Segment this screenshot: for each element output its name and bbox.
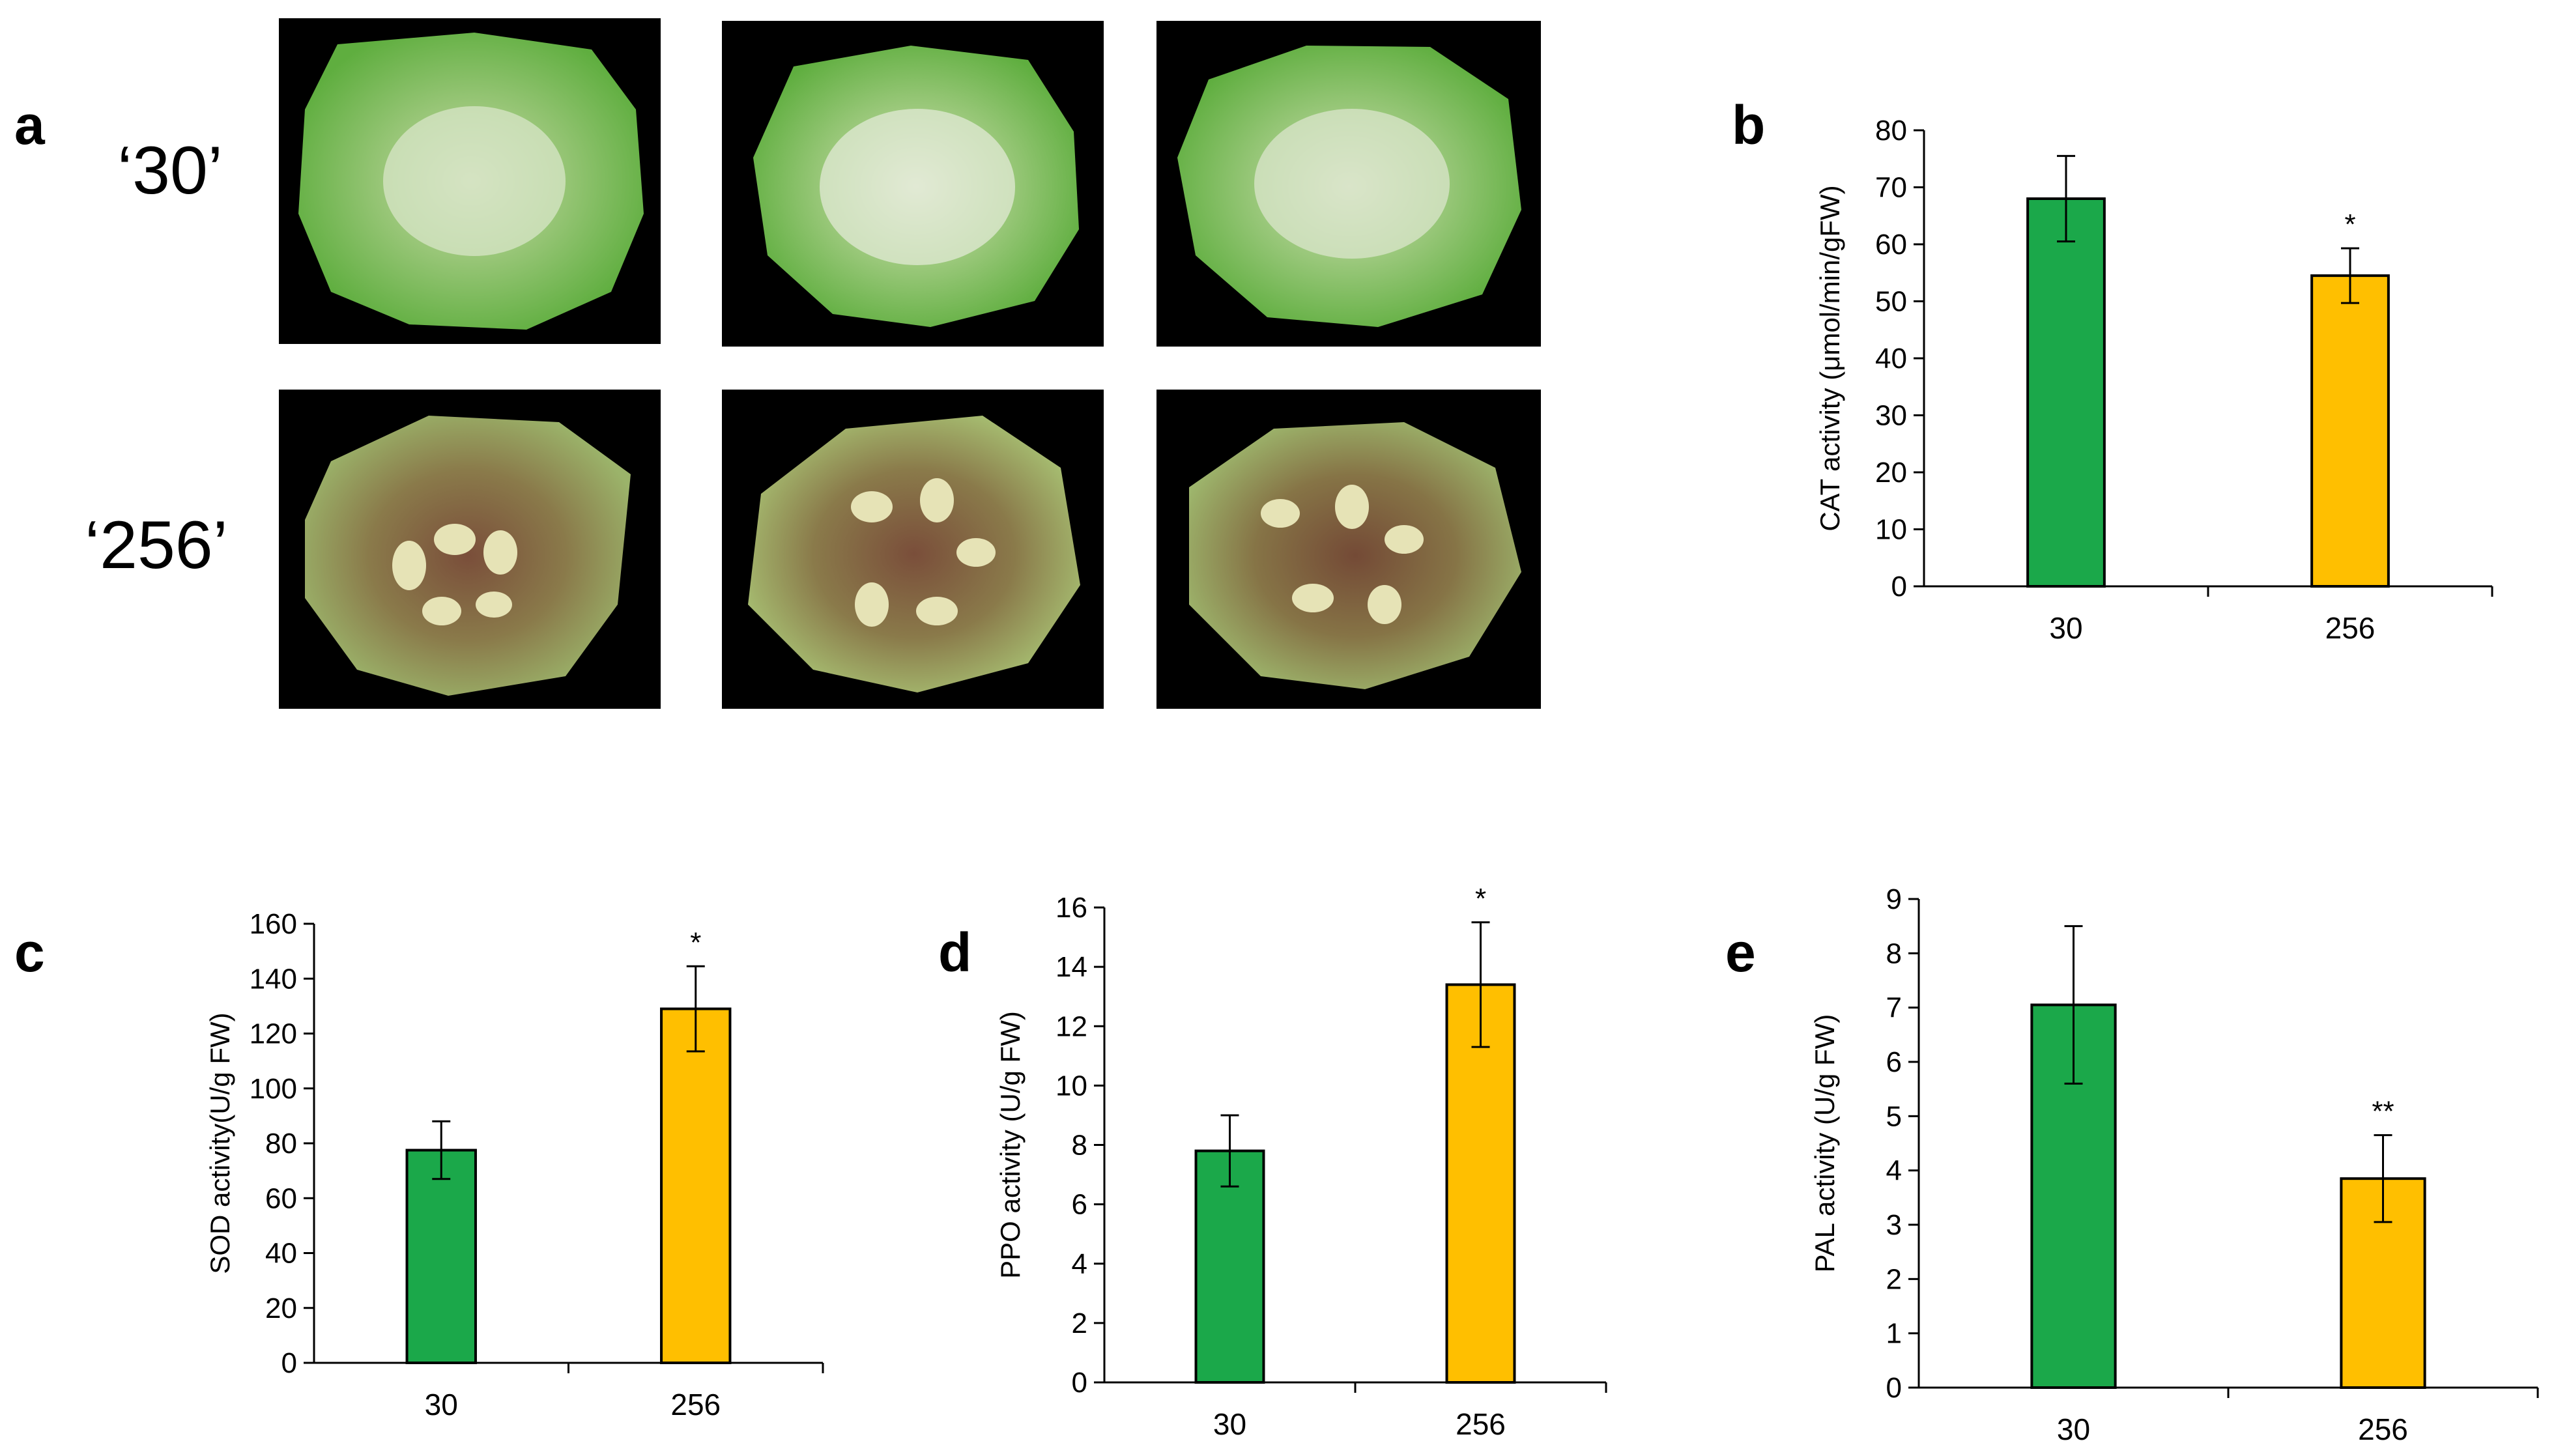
chart-b-y-axis-title: CAT activity (μmol/min/gFW)	[1815, 185, 1845, 531]
panel-label-d: d	[938, 922, 972, 983]
panel-label-e: e	[1725, 922, 1756, 983]
chart-e-y-tick-label: 0	[1886, 1372, 1902, 1404]
chart-e-y-tick-label: 7	[1886, 992, 1902, 1024]
chart-c-y-tick-label: 140	[250, 963, 297, 995]
chart-b-y-tick-label: 80	[1875, 115, 1907, 147]
chart-e-x-tick-label: 256	[2358, 1412, 2408, 1446]
fruit-slice-photo-256-2	[722, 390, 1104, 709]
chart-b-bar-30	[2026, 197, 2106, 588]
panel-label-b: b	[1732, 94, 1766, 156]
chart-b-bar-256	[2310, 274, 2390, 588]
chart-e-x-tick-label: 30	[2057, 1412, 2090, 1446]
chart-d-y-axis-title: PPO activity (U/g FW)	[995, 1011, 1026, 1279]
chart-b-significance-256: *	[2344, 208, 2355, 240]
chart-d-y-tick-label: 0	[1072, 1367, 1087, 1399]
chart-c-y-tick-label: 60	[265, 1182, 297, 1214]
chart-c-y-tick-label: 120	[250, 1018, 297, 1050]
chart-b-y-tick-label: 30	[1875, 400, 1907, 432]
chart-d-x-tick-label: 256	[1456, 1407, 1506, 1441]
chart-e-significance-256: **	[2372, 1096, 2394, 1128]
chart-c-y-axis-title: SOD activity(U/g FW)	[205, 1012, 235, 1274]
chart-d-y-tick-label: 16	[1055, 892, 1087, 924]
chart-d-y-tick-label: 12	[1055, 1010, 1087, 1042]
chart-c-y-tick-label: 160	[250, 908, 297, 940]
chart-d-y-tick-label: 2	[1072, 1307, 1087, 1339]
photo-row-label-256: ‘256’	[85, 507, 228, 583]
chart-e-y-tick-label: 4	[1886, 1155, 1902, 1187]
chart-e-y-tick-label: 2	[1886, 1263, 1902, 1295]
panel-label-a: a	[14, 94, 45, 156]
chart-b-y-tick-label: 40	[1875, 343, 1907, 375]
chart-b-y-tick-label: 60	[1875, 229, 1907, 261]
chart-c-bar-256	[660, 1007, 732, 1364]
chart-d-bar-256	[1445, 983, 1516, 1384]
chart-b-x-tick-label: 256	[2325, 611, 2376, 645]
chart-b-y-tick-label: 20	[1875, 457, 1907, 489]
chart-c-significance-256: *	[690, 926, 701, 958]
chart-c-y-tick-label: 80	[265, 1128, 297, 1160]
chart-b-y-tick-label: 0	[1891, 571, 1907, 603]
chart-d-significance-256: *	[1475, 883, 1486, 915]
panel-label-c: c	[14, 922, 45, 983]
chart-e-y-tick-label: 5	[1886, 1100, 1902, 1132]
chart-b-y-tick-label: 70	[1875, 172, 1907, 204]
chart-d-bar-30	[1194, 1149, 1265, 1384]
chart-e-y-axis-title: PAL activity (U/g FW)	[1809, 1014, 1840, 1273]
chart-b-x-tick-label: 30	[2049, 611, 2082, 645]
chart-d-y-tick-label: 14	[1055, 951, 1087, 983]
chart-c-bar-30	[405, 1149, 477, 1364]
chart-c-y-tick-label: 100	[250, 1073, 297, 1105]
chart-c-y-tick-label: 0	[281, 1347, 297, 1379]
chart-c-y-tick-label: 20	[265, 1292, 297, 1324]
photo-row-label-30: ‘30’	[117, 133, 223, 208]
chart-c-x-tick-label: 30	[425, 1388, 458, 1421]
fruit-slice-photo-30-2	[722, 21, 1104, 347]
fruit-slice-photo-30-3	[1156, 21, 1541, 347]
chart-c-y-tick-label: 40	[265, 1238, 297, 1270]
chart-d-y-tick-label: 8	[1072, 1130, 1087, 1162]
chart-e-y-tick-label: 8	[1886, 937, 1902, 969]
chart-b-y-tick-label: 10	[1875, 514, 1907, 546]
chart-c-x-tick-label: 256	[670, 1388, 721, 1421]
fruit-slice-photo-256-1	[279, 390, 661, 709]
chart-e-y-tick-label: 3	[1886, 1209, 1902, 1241]
fruit-slice-photo-30-1	[279, 18, 661, 344]
chart-e-y-tick-label: 6	[1886, 1046, 1902, 1078]
chart-e-y-tick-label: 9	[1886, 883, 1902, 915]
chart-d-y-tick-label: 4	[1072, 1248, 1087, 1280]
fruit-slice-photo-256-3	[1156, 390, 1541, 709]
chart-d-y-tick-label: 6	[1072, 1189, 1087, 1221]
chart-d-x-tick-label: 30	[1213, 1407, 1246, 1441]
chart-e-y-tick-label: 1	[1886, 1318, 1902, 1350]
chart-b-y-tick-label: 50	[1875, 286, 1907, 318]
chart-d-y-tick-label: 10	[1055, 1070, 1087, 1102]
